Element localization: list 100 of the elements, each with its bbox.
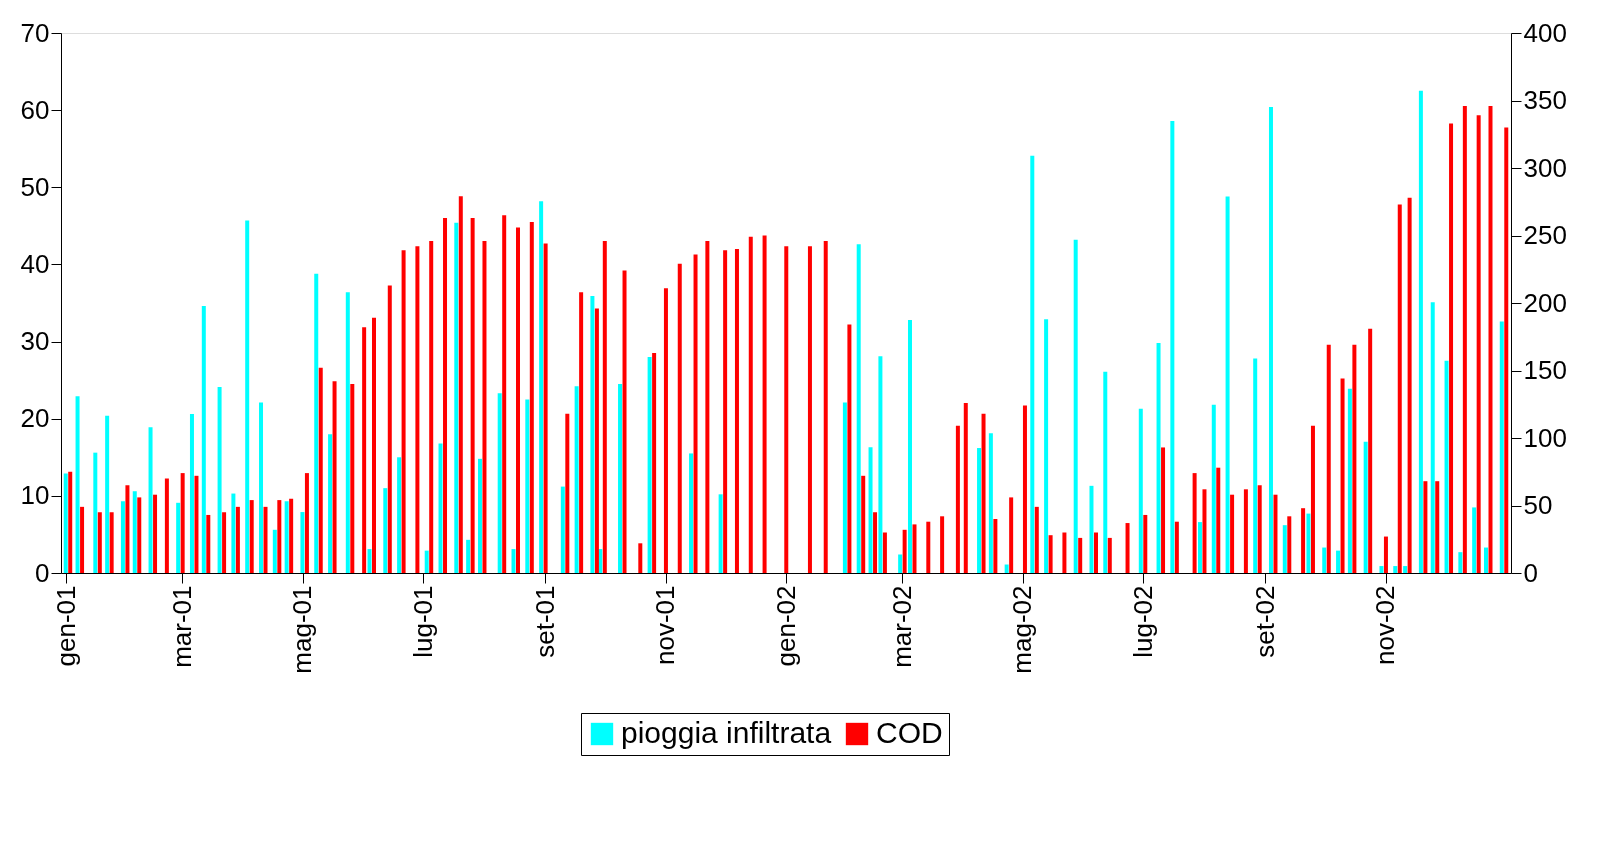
bar [1418, 90, 1423, 573]
bar [217, 387, 222, 573]
bar [1009, 497, 1014, 573]
bar [677, 263, 682, 573]
x-tick-label: mag-01 [287, 585, 318, 674]
bar [1397, 204, 1402, 573]
x-tick-label: gen-02 [770, 585, 801, 667]
bar [1107, 537, 1112, 573]
bar [1030, 155, 1035, 573]
bar [718, 494, 723, 573]
bar [856, 244, 861, 573]
bar [1462, 105, 1467, 573]
bar [383, 488, 388, 573]
bar [1488, 105, 1493, 573]
y-tick-label: 60 [20, 94, 50, 125]
bar [663, 288, 668, 573]
bar [823, 240, 828, 573]
bar [1253, 358, 1258, 573]
bar [164, 478, 169, 573]
y-tick-label: 70 [20, 17, 50, 48]
bar [367, 549, 372, 573]
bar [424, 550, 429, 573]
x-tick-label: nov-02 [1370, 585, 1401, 665]
bar [1044, 319, 1049, 573]
bar [1407, 197, 1412, 573]
y2-tick-label: 350 [1523, 85, 1567, 115]
y-tick-label: 30 [20, 326, 50, 357]
bar [1379, 566, 1384, 573]
x-tick-label: mag-02 [1007, 585, 1038, 674]
bar [908, 319, 912, 573]
bar [429, 240, 434, 573]
bar [1225, 196, 1230, 573]
bar [372, 317, 376, 573]
bar [1034, 506, 1039, 573]
bar [105, 415, 110, 573]
bar [1403, 566, 1408, 573]
bar [1073, 239, 1078, 573]
bar [902, 529, 907, 573]
bar [882, 532, 887, 573]
x-tick-label: mar-01 [166, 585, 197, 668]
x-tick-label: lug-02 [1127, 585, 1158, 658]
bar [1476, 115, 1481, 573]
x-tick-label: set-01 [529, 585, 560, 658]
bar [222, 512, 227, 573]
y2-tick-label: 200 [1523, 287, 1567, 318]
y2-tick-label: 100 [1523, 422, 1567, 453]
x-tick-label: mar-02 [886, 585, 917, 668]
bar [762, 235, 767, 573]
y-tick-label: 0 [35, 557, 50, 588]
bar [201, 306, 206, 573]
legend-label: pioggia infiltrata [621, 716, 832, 749]
x-tick-label: nov-01 [650, 585, 681, 665]
y2-tick-label: 300 [1523, 152, 1567, 183]
bar [466, 539, 471, 573]
bar [1393, 566, 1398, 573]
x-tick-label: gen-01 [50, 585, 81, 667]
y2-tick-label: 400 [1523, 17, 1567, 48]
bar [470, 217, 475, 573]
bar [926, 521, 931, 573]
bar [955, 425, 960, 573]
y2-tick-label: 0 [1523, 557, 1538, 588]
bar [807, 246, 812, 573]
bar [1430, 302, 1435, 573]
bar [1022, 405, 1027, 573]
bar [249, 500, 254, 573]
x-tick-label: set-02 [1249, 585, 1280, 658]
bar [1138, 408, 1143, 573]
bar [1484, 547, 1488, 573]
bar [1062, 532, 1067, 573]
bar [1310, 425, 1315, 573]
bar [1048, 535, 1053, 573]
bar [259, 402, 264, 573]
y2-tick-label: 150 [1523, 355, 1567, 385]
bar [1125, 523, 1130, 573]
y-tick-label: 10 [20, 480, 50, 511]
y-tick-label: 20 [20, 403, 50, 434]
bar [387, 285, 392, 573]
bar [912, 524, 917, 573]
bar [734, 249, 739, 573]
bar [1230, 494, 1235, 573]
bar [1383, 536, 1388, 573]
bar [638, 543, 643, 573]
bar [1103, 371, 1108, 573]
bar [784, 246, 789, 573]
bar [748, 236, 753, 573]
bar [206, 514, 211, 573]
y2-tick-label: 50 [1523, 490, 1553, 520]
bar [1472, 507, 1477, 573]
bar [940, 516, 945, 573]
bar [1174, 521, 1179, 573]
bar [401, 250, 406, 573]
bar [415, 246, 420, 573]
bar [723, 250, 728, 573]
bar [511, 549, 516, 573]
bar [878, 356, 883, 573]
bar [1243, 489, 1248, 573]
bar [482, 240, 487, 573]
bar [1273, 494, 1278, 573]
bar [1336, 550, 1341, 573]
y2-tick-label: 250 [1523, 220, 1567, 250]
